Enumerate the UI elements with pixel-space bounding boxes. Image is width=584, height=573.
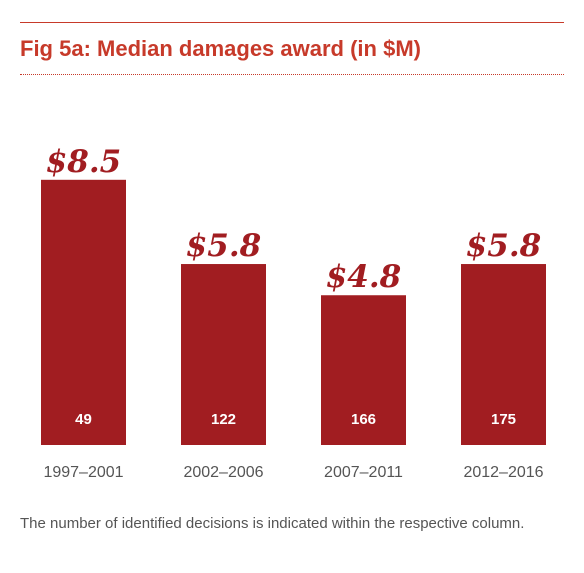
count-label-1: 49: [75, 411, 92, 428]
count-label-2: 122: [211, 411, 236, 428]
category-label-2: 2002–2006: [183, 464, 263, 481]
category-label-1: 1997–2001: [43, 464, 123, 481]
bar-3: [321, 295, 406, 445]
category-label-4: 2012–2016: [463, 464, 543, 481]
value-label-2: $5.8: [186, 228, 262, 264]
count-label-3: 166: [351, 411, 376, 428]
bar-1: [41, 179, 126, 446]
value-label-3: $4.8: [326, 259, 402, 295]
count-label-4: 175: [491, 411, 516, 428]
title-divider: [20, 74, 564, 75]
chart-title: Fig 5a: Median damages award (in $M): [20, 36, 421, 61]
value-label-1: $8.5: [46, 144, 122, 180]
top-rule: [20, 22, 564, 23]
value-label-4: $5.8: [466, 228, 542, 264]
bar-2: [181, 264, 266, 445]
bar-4: [461, 264, 546, 445]
category-label-3: 2007–2011: [324, 464, 403, 481]
bar-chart: $8.5 49 1997–2001 $5.8 122 2002–2006 $4.8 166 20…: [41, 144, 546, 481]
footnote: The number of identified decisions is in…: [20, 515, 525, 532]
